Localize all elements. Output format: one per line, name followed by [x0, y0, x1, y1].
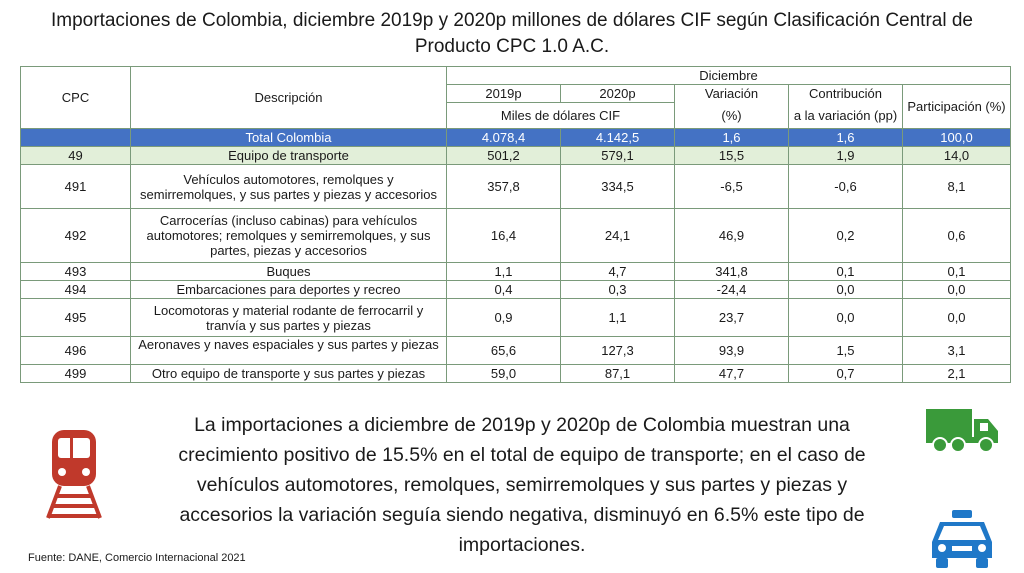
header-participacion: Participación (%)	[901, 84, 1012, 129]
row-contrib: 0,0	[788, 280, 903, 299]
sub-cpc: 49	[20, 146, 131, 165]
truck-icon	[924, 405, 1000, 455]
header-cpc: CPC	[20, 66, 131, 129]
taxi-icon	[928, 508, 996, 570]
row-cpc: 495	[20, 298, 131, 337]
row-2019: 0,4	[446, 280, 561, 299]
total-contrib: 1,6	[788, 128, 903, 147]
row-part: 2,1	[901, 364, 1012, 383]
row-desc: Carrocerías (incluso cabinas) para vehíc…	[130, 208, 447, 263]
row-cpc: 493	[20, 262, 131, 281]
header-miles: Miles de dólares CIF	[446, 102, 675, 129]
total-var: 1,6	[674, 128, 789, 147]
table-row: 496 Aeronaves y naves espaciales y sus p…	[20, 336, 1012, 365]
row-2020: 87,1	[560, 364, 675, 383]
row-cpc: 496	[20, 336, 131, 365]
row-cpc: 491	[20, 164, 131, 209]
total-row: Total Colombia 4.078,4 4.142,5 1,6 1,6 1…	[20, 128, 1012, 147]
row-2019: 357,8	[446, 164, 561, 209]
train-icon	[38, 428, 110, 520]
row-desc: Otro equipo de transporte y sus partes y…	[130, 364, 447, 383]
row-desc: Buques	[130, 262, 447, 281]
total-desc: Total Colombia	[130, 128, 447, 147]
row-var: 23,7	[674, 298, 789, 337]
row-2020: 334,5	[560, 164, 675, 209]
row-var: 46,9	[674, 208, 789, 263]
imports-table: CPC Descripción Diciembre 2019p 2020p Va…	[20, 66, 1012, 383]
row-2020: 1,1	[560, 298, 675, 337]
table-row: 493 Buques 1,1 4,7 341,8 0,1 0,1	[20, 262, 1012, 281]
header-pct: (%)	[674, 102, 789, 129]
row-2019: 0,9	[446, 298, 561, 337]
row-2019: 16,4	[446, 208, 561, 263]
row-contrib: 0,0	[788, 298, 903, 337]
row-contrib: 1,5	[788, 336, 903, 365]
row-part: 3,1	[901, 336, 1012, 365]
row-part: 0,6	[901, 208, 1012, 263]
row-desc: Embarcaciones para deportes y recreo	[130, 280, 447, 299]
row-var: 47,7	[674, 364, 789, 383]
row-2019: 65,6	[446, 336, 561, 365]
row-var: 93,9	[674, 336, 789, 365]
header-2019: 2019p	[446, 84, 561, 103]
row-desc: Aeronaves y naves espaciales y sus parte…	[130, 336, 447, 365]
sub-desc: Equipo de transporte	[130, 146, 447, 165]
header-row-3: Miles de dólares CIF (%) a la variación …	[21, 102, 1011, 129]
table-row: 499 Otro equipo de transporte y sus part…	[20, 364, 1012, 383]
row-part: 0,0	[901, 280, 1012, 299]
table-row: 495 Locomotoras y material rodante de fe…	[20, 298, 1012, 337]
subtotal-row: 49 Equipo de transporte 501,2 579,1 15,5…	[20, 146, 1012, 165]
source-note: Fuente: DANE, Comercio Internacional 202…	[28, 552, 246, 564]
table-row: 491 Vehículos automotores, remolques y s…	[20, 164, 1012, 209]
row-2019: 1,1	[446, 262, 561, 281]
row-2020: 127,3	[560, 336, 675, 365]
total-2020: 4.142,5	[560, 128, 675, 147]
sub-part: 14,0	[901, 146, 1012, 165]
row-2020: 0,3	[560, 280, 675, 299]
row-contrib: 0,7	[788, 364, 903, 383]
sub-2019: 501,2	[446, 146, 561, 165]
row-part: 0,0	[901, 298, 1012, 337]
page-title: Importaciones de Colombia, diciembre 201…	[20, 8, 1004, 60]
row-part: 0,1	[901, 262, 1012, 281]
summary-text: La importaciones a diciembre de 2019p y …	[178, 414, 866, 556]
row-contrib: 0,1	[788, 262, 903, 281]
sub-contrib: 1,9	[788, 146, 903, 165]
row-cpc: 494	[20, 280, 131, 299]
row-part: 8,1	[901, 164, 1012, 209]
total-cpc	[20, 128, 131, 147]
row-2020: 24,1	[560, 208, 675, 263]
header-diciembre: Diciembre	[445, 66, 1012, 85]
header-row-1: CPC Descripción Diciembre	[20, 66, 1012, 129]
sub-2020: 579,1	[560, 146, 675, 165]
row-desc: Locomotoras y material rodante de ferroc…	[130, 298, 447, 337]
header-row-2: 2019p 2020p Variación Contribución Parti…	[21, 84, 1012, 129]
table-row: 494 Embarcaciones para deportes y recreo…	[20, 280, 1012, 299]
total-2019: 4.078,4	[446, 128, 561, 147]
header-variacion: Variación	[674, 84, 789, 103]
header-descripcion: Descripción	[130, 66, 447, 129]
row-cpc: 492	[20, 208, 131, 263]
row-desc: Vehículos automotores, remolques y semir…	[130, 164, 447, 209]
row-contrib: 0,2	[788, 208, 903, 263]
row-contrib: -0,6	[788, 164, 903, 209]
header-contrib-unit: a la variación (pp)	[788, 102, 903, 129]
header-contribucion: Contribución	[788, 84, 903, 103]
row-2019: 59,0	[446, 364, 561, 383]
row-var: -24,4	[674, 280, 789, 299]
row-var: -6,5	[674, 164, 789, 209]
sub-var: 15,5	[674, 146, 789, 165]
row-cpc: 499	[20, 364, 131, 383]
total-part: 100,0	[901, 128, 1012, 147]
title-line-2: Producto CPC 1.0 A.C.	[414, 36, 610, 57]
title-line-1: Importaciones de Colombia, diciembre 201…	[51, 10, 973, 31]
row-var: 341,8	[674, 262, 789, 281]
table-row: 492 Carrocerías (incluso cabinas) para v…	[20, 208, 1012, 263]
row-2020: 4,7	[560, 262, 675, 281]
header-2020: 2020p	[560, 84, 675, 103]
